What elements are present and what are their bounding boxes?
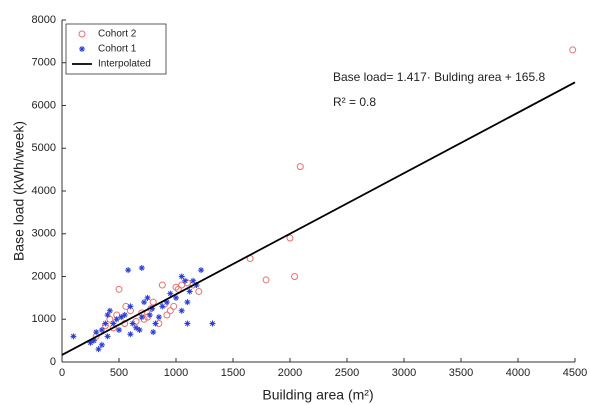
point: [129, 320, 136, 327]
y-tick-label: 0: [50, 356, 56, 368]
point: [104, 333, 111, 340]
point: [102, 320, 109, 327]
point: [186, 288, 193, 295]
y-tick-label: 6000: [32, 99, 56, 111]
y-tick-label: 1000: [32, 313, 56, 325]
annotation: R² = 0.8: [333, 95, 376, 109]
point: [127, 303, 134, 310]
point: [170, 302, 178, 310]
legend-label: Cohort 2: [98, 29, 137, 40]
x-tick-label: 3000: [392, 367, 416, 379]
point: [150, 329, 157, 336]
legend-label: Cohort 1: [98, 44, 137, 55]
point: [144, 294, 151, 301]
point: [90, 337, 97, 344]
point: [262, 276, 270, 284]
point: [193, 282, 200, 289]
x-tick-label: 4000: [506, 367, 530, 379]
y-tick-label: 7000: [32, 57, 56, 69]
point: [87, 339, 94, 346]
x-tick-label: 1500: [221, 367, 245, 379]
fit-line: [61, 81, 576, 356]
legend-marker: [79, 46, 85, 52]
x-tick-label: 500: [110, 367, 128, 379]
point: [118, 314, 125, 321]
point: [198, 267, 205, 274]
point: [138, 314, 145, 321]
point: [569, 46, 577, 54]
point: [172, 283, 180, 291]
point: [163, 299, 170, 306]
annotation: Base load= 1.417· Bulding area + 165.8: [333, 70, 545, 84]
point: [152, 320, 159, 327]
point: [146, 311, 153, 318]
point: [149, 305, 156, 312]
point: [158, 281, 166, 289]
y-tick-label: 4000: [32, 185, 56, 197]
y-tick-label: 5000: [32, 142, 56, 154]
point: [70, 333, 77, 340]
point: [195, 287, 203, 295]
point: [190, 277, 197, 284]
y-tick-label: 2000: [32, 270, 56, 282]
y-axis-label: Base load (kWh/week): [11, 121, 27, 261]
point: [116, 326, 122, 333]
point: [136, 326, 143, 333]
x-tick-label: 4500: [563, 367, 587, 379]
point: [95, 346, 102, 353]
point: [141, 299, 148, 306]
point: [166, 307, 174, 315]
point: [149, 298, 157, 306]
point: [178, 307, 185, 314]
x-tick-label: 2000: [278, 367, 302, 379]
point: [159, 303, 166, 310]
point: [163, 311, 171, 319]
point: [291, 273, 299, 280]
x-tick-label: 0: [59, 367, 65, 379]
point: [98, 341, 105, 348]
legend-label: Interpolated: [98, 59, 151, 70]
point: [182, 277, 189, 284]
point: [93, 329, 100, 336]
x-tick-label: 3500: [449, 367, 473, 379]
y-tick-label: 3000: [32, 228, 56, 240]
x-axis-label: Building area (m²): [262, 387, 373, 403]
point: [184, 320, 191, 327]
point: [104, 311, 111, 318]
x-tick-label: 2500: [335, 367, 359, 379]
point: [106, 307, 113, 314]
point: [125, 267, 132, 274]
y-tick-label: 8000: [32, 14, 56, 26]
point: [173, 294, 179, 301]
point: [209, 320, 216, 327]
point: [155, 314, 162, 321]
point: [106, 315, 114, 323]
point: [138, 264, 145, 271]
point: [133, 324, 140, 331]
point: [127, 331, 134, 338]
point: [110, 320, 117, 327]
point: [286, 234, 294, 242]
point: [140, 315, 148, 323]
legend-marker: [78, 30, 86, 38]
point: [98, 326, 105, 333]
point: [184, 299, 191, 306]
point: [115, 285, 123, 293]
point: [113, 316, 120, 323]
x-tick-label: 1000: [164, 367, 188, 379]
point: [167, 290, 174, 297]
point: [178, 273, 185, 280]
point: [121, 311, 128, 318]
point: [296, 163, 304, 171]
